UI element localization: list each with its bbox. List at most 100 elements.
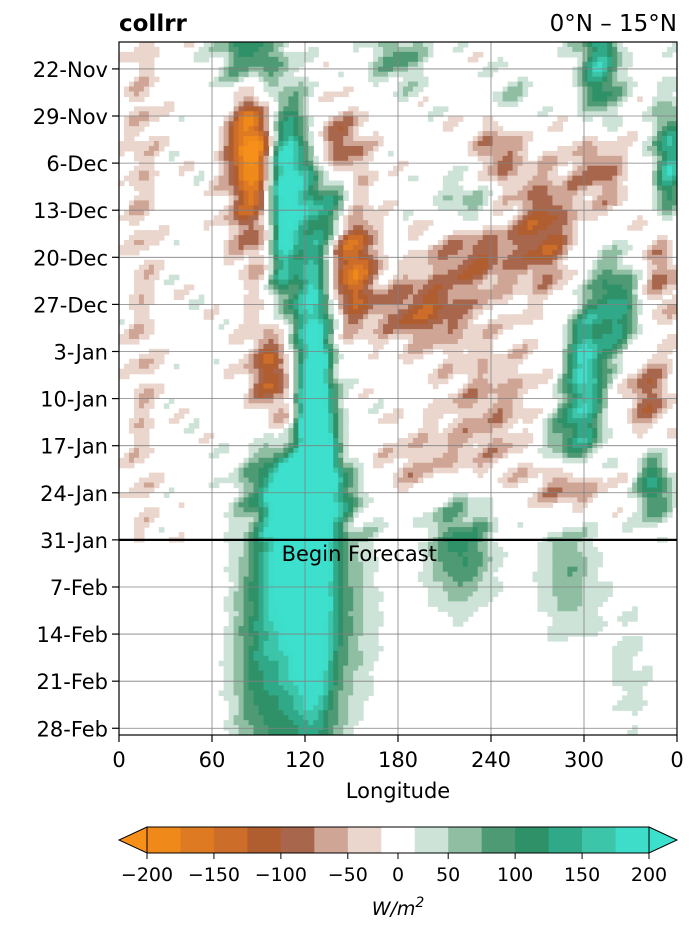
heat-cell [353, 175, 359, 182]
heat-cell [592, 289, 598, 296]
heat-cell [512, 284, 519, 291]
heat-cell [253, 319, 260, 325]
heat-cell [343, 131, 349, 137]
heat-cell [168, 274, 175, 281]
heat-cell [662, 235, 668, 241]
heat-cell [447, 235, 454, 241]
heat-cell [657, 116, 663, 122]
heat-cell [532, 309, 539, 315]
heat-cell [203, 225, 210, 231]
heat-cell [447, 116, 454, 122]
heat-cell [602, 150, 608, 157]
heat-cell [462, 235, 469, 241]
heat-cell [248, 294, 255, 300]
heat-cell [258, 244, 265, 251]
heat-cell [582, 51, 588, 58]
heat-cell [313, 264, 319, 271]
heat-cell [597, 289, 603, 296]
heat-cell [532, 299, 539, 305]
heat-cell [597, 160, 603, 167]
heat-cell [273, 378, 280, 385]
heat-cell [402, 71, 409, 78]
heat-cell [662, 51, 668, 58]
heat-cell [602, 383, 608, 390]
heat-cell [143, 145, 150, 152]
heat-cell [213, 81, 220, 88]
heat-cell [557, 240, 564, 246]
heat-cell [368, 235, 374, 241]
heat-cell [402, 51, 409, 58]
heat-cell [512, 145, 519, 152]
heat-cell [587, 145, 593, 152]
heat-cell [607, 249, 613, 256]
heat-cell [442, 269, 449, 276]
heat-cell [278, 101, 285, 107]
heat-cell [318, 175, 324, 182]
heat-cell [507, 150, 514, 157]
heat-cell [253, 269, 260, 276]
heat-cell [133, 309, 140, 315]
heat-cell [442, 175, 449, 182]
heat-cell [537, 289, 544, 296]
heat-cell [572, 324, 578, 330]
heat-cell [143, 314, 150, 320]
heat-cell [597, 42, 603, 48]
heat-cell [592, 165, 598, 172]
heat-cell [657, 353, 663, 360]
heat-cell [437, 259, 444, 266]
heat-cell [153, 116, 160, 122]
heat-cell [542, 106, 549, 112]
heat-cell [577, 378, 583, 385]
heat-cell [462, 339, 469, 345]
heat-cell [128, 91, 135, 98]
heat-cell [308, 244, 314, 251]
heat-cell [567, 205, 573, 211]
heat-cell [313, 373, 319, 380]
heat-cell [203, 56, 210, 63]
heat-cell [427, 289, 434, 296]
heat-cell [278, 329, 285, 335]
heat-cell [143, 358, 150, 365]
heat-cell [303, 195, 309, 201]
heat-cell [228, 150, 235, 157]
heat-cell [407, 299, 414, 305]
heat-cell [547, 205, 554, 211]
heat-cell [208, 46, 215, 53]
heat-cell [228, 155, 235, 162]
heat-cell [607, 299, 613, 305]
heat-cell [288, 175, 294, 182]
heat-cell [647, 274, 653, 281]
heat-cell [532, 289, 539, 296]
heat-cell [442, 235, 449, 241]
heat-cell [527, 259, 534, 266]
heat-cell [672, 200, 677, 206]
heat-cell [627, 408, 633, 414]
heat-cell [602, 279, 608, 286]
heat-cell [412, 264, 419, 271]
heat-cell [637, 225, 643, 231]
heat-cell [368, 279, 374, 286]
heat-cell [572, 393, 578, 399]
heat-cell [467, 249, 474, 256]
heat-cell [323, 240, 329, 246]
heat-cell [612, 259, 618, 266]
heat-cell [248, 244, 255, 251]
heat-cell [662, 284, 668, 291]
heat-cell [562, 398, 568, 404]
heat-cell [482, 274, 489, 281]
heat-cell [612, 81, 618, 88]
heat-cell [577, 180, 583, 187]
heat-cell [667, 190, 673, 197]
heat-cell [308, 46, 314, 53]
heat-cell [283, 403, 289, 409]
heat-cell [542, 264, 549, 271]
heat-cell [253, 170, 260, 177]
heat-cell [313, 334, 319, 340]
heat-cell [263, 145, 270, 152]
heat-cell [268, 56, 275, 63]
heat-cell [178, 116, 185, 122]
heat-cell [647, 244, 653, 251]
heat-cell [293, 284, 299, 291]
heat-cell [393, 334, 399, 340]
heat-cell [238, 205, 245, 211]
